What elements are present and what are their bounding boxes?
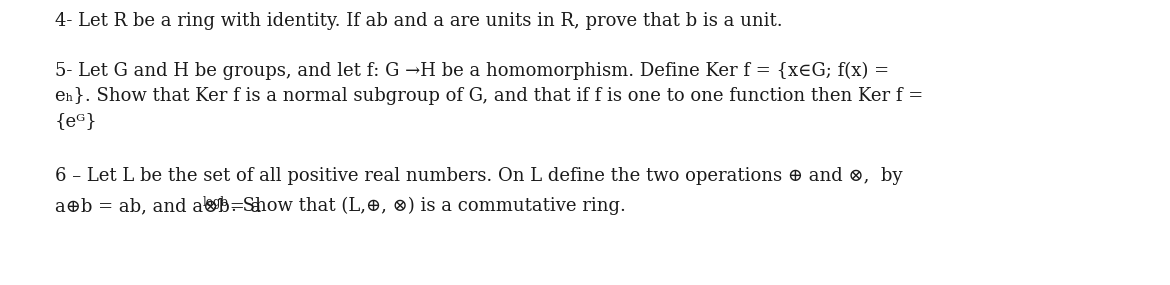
Text: logb: logb: [204, 196, 229, 209]
Text: eₕ}. Show that Ker f is a normal subgroup of G, and that if f is one to one func: eₕ}. Show that Ker f is a normal subgrou…: [55, 87, 923, 105]
Text: a⊕b = ab, and a⊗b= a: a⊕b = ab, and a⊗b= a: [55, 197, 261, 215]
Text: 4- Let R be a ring with identity. If ab and a are units in R, prove that b is a : 4- Let R be a ring with identity. If ab …: [55, 12, 783, 30]
Text: 5- Let G and H be groups, and let f: G →H be a homomorphism. Define Ker f = {x∈G: 5- Let G and H be groups, and let f: G →…: [55, 62, 889, 80]
Text: . Show that (L,⊕, ⊗) is a commutative ring.: . Show that (L,⊕, ⊗) is a commutative ri…: [230, 197, 626, 215]
Text: {eᴳ}: {eᴳ}: [55, 112, 98, 130]
Text: 6 – Let L be the set of all positive real numbers. On L define the two operation: 6 – Let L be the set of all positive rea…: [55, 167, 902, 185]
